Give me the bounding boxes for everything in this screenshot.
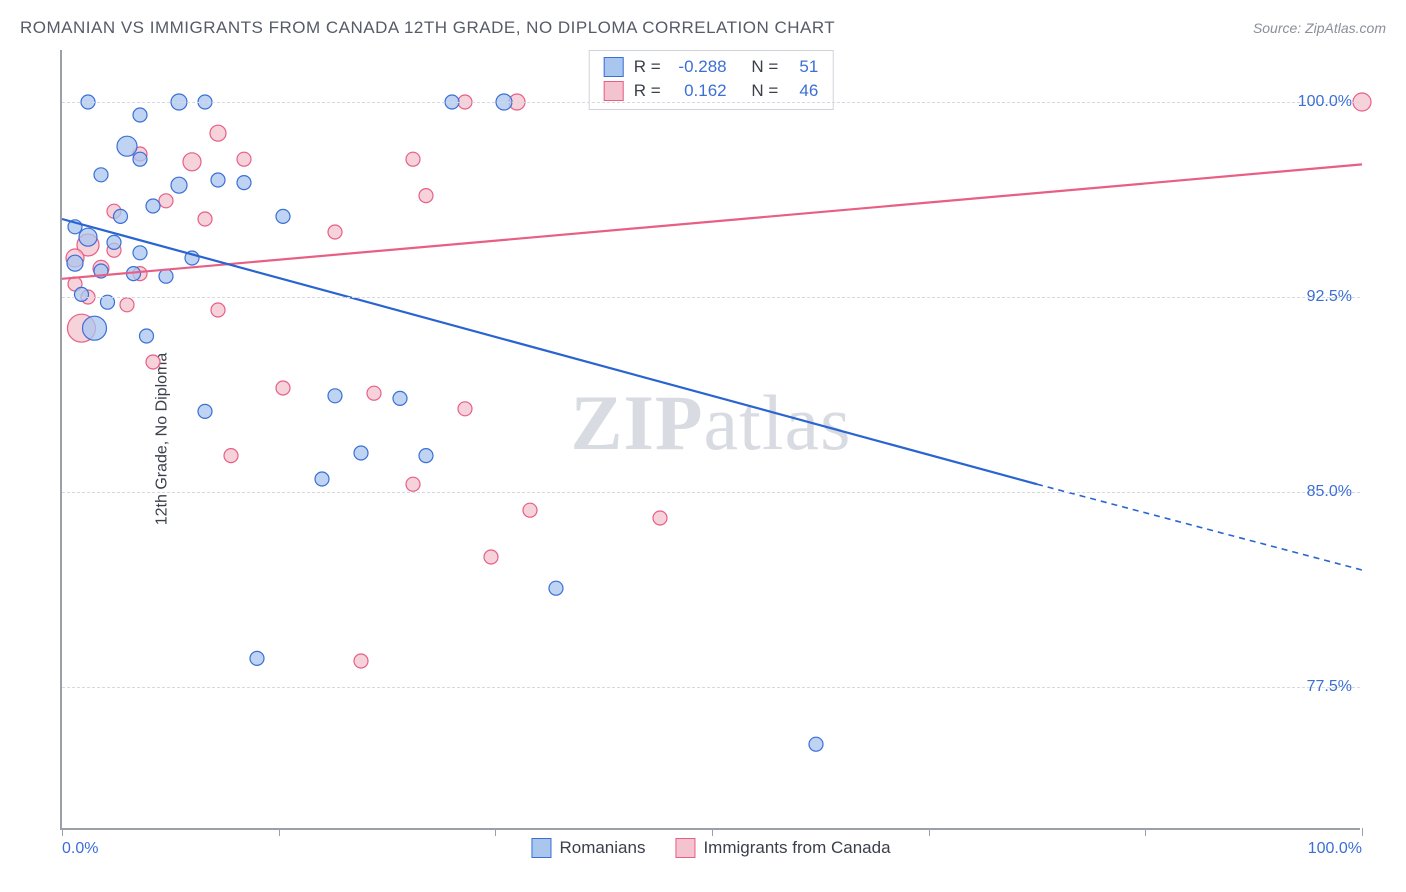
scatter-point — [237, 152, 251, 166]
scatter-point — [458, 402, 472, 416]
scatter-point — [328, 225, 342, 239]
scatter-point — [809, 737, 823, 751]
series-legend: Romanians Immigrants from Canada — [531, 838, 890, 858]
x-tick-label: 100.0% — [1308, 840, 1362, 858]
scatter-point — [133, 108, 147, 122]
scatter-point — [224, 449, 238, 463]
x-tick — [495, 828, 496, 836]
scatter-point — [198, 212, 212, 226]
scatter-point — [159, 194, 173, 208]
scatter-point — [276, 381, 290, 395]
scatter-point — [117, 136, 137, 156]
scatter-point — [146, 199, 160, 213]
legend-item-0: Romanians — [531, 838, 645, 858]
scatter-point — [120, 298, 134, 312]
scatter-point — [79, 228, 97, 246]
gridline-h — [62, 492, 1360, 493]
legend-bottom-swatch-0 — [531, 838, 551, 858]
scatter-point — [276, 209, 290, 223]
scatter-point — [315, 472, 329, 486]
y-tick-label: 85.0% — [1307, 483, 1352, 501]
scatter-point — [653, 511, 667, 525]
scatter-point — [114, 209, 128, 223]
scatter-point — [159, 269, 173, 283]
plot-area: 12th Grade, No Diploma ZIPatlas R = -0.2… — [60, 50, 1360, 830]
scatter-point — [393, 391, 407, 405]
legend-bottom-label-1: Immigrants from Canada — [703, 838, 890, 858]
scatter-point — [210, 125, 226, 141]
x-tick — [1362, 828, 1363, 836]
scatter-point — [171, 177, 187, 193]
y-tick-label: 92.5% — [1307, 288, 1352, 306]
scatter-point — [133, 246, 147, 260]
scatter-point — [406, 477, 420, 491]
x-tick — [279, 828, 280, 836]
legend-bottom-label-0: Romanians — [559, 838, 645, 858]
scatter-point — [107, 235, 121, 249]
gridline-h — [62, 297, 1360, 298]
scatter-point — [183, 153, 201, 171]
scatter-point — [237, 176, 251, 190]
scatter-point — [549, 581, 563, 595]
legend-bottom-swatch-1 — [675, 838, 695, 858]
source-attribution: Source: ZipAtlas.com — [1253, 20, 1386, 36]
scatter-point — [94, 168, 108, 182]
regression-line-romanians — [62, 219, 1037, 484]
scatter-point — [328, 389, 342, 403]
gridline-h — [62, 102, 1360, 103]
scatter-point — [75, 287, 89, 301]
scatter-point — [419, 449, 433, 463]
regression-line-canada — [62, 164, 1362, 278]
scatter-point — [367, 386, 381, 400]
x-tick — [62, 828, 63, 836]
scatter-point — [419, 189, 433, 203]
scatter-point — [484, 550, 498, 564]
chart-title: ROMANIAN VS IMMIGRANTS FROM CANADA 12TH … — [20, 18, 835, 38]
scatter-point — [133, 152, 147, 166]
scatter-point — [140, 329, 154, 343]
chart-svg — [62, 50, 1360, 828]
x-tick — [1145, 828, 1146, 836]
scatter-point — [406, 152, 420, 166]
scatter-point — [354, 654, 368, 668]
scatter-point — [523, 503, 537, 517]
x-tick-label: 0.0% — [62, 840, 98, 858]
x-tick — [712, 828, 713, 836]
scatter-point — [211, 303, 225, 317]
scatter-point — [83, 316, 107, 340]
y-tick-label: 100.0% — [1298, 93, 1352, 111]
scatter-point — [354, 446, 368, 460]
gridline-h — [62, 687, 1360, 688]
y-tick-label: 77.5% — [1307, 678, 1352, 696]
scatter-point — [250, 651, 264, 665]
x-tick — [929, 828, 930, 836]
scatter-point — [67, 255, 83, 271]
legend-item-1: Immigrants from Canada — [675, 838, 890, 858]
scatter-point — [198, 404, 212, 418]
scatter-point — [146, 355, 160, 369]
scatter-point — [211, 173, 225, 187]
